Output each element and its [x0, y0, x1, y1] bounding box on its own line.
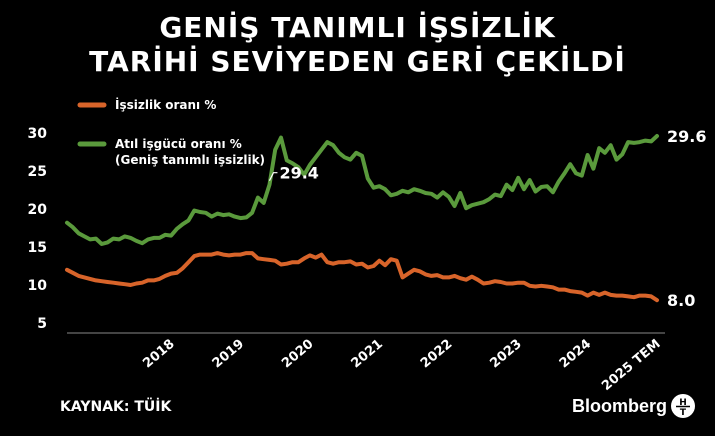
x-tick-label: 2019	[210, 337, 247, 372]
legend-label: Atıl işgücü oranı %	[115, 137, 242, 151]
peak-annotation-leader	[268, 172, 278, 181]
legend-label: İşsizlik oranı %	[115, 97, 216, 112]
y-tick-label: 20	[28, 202, 48, 218]
x-tick-label: 2023	[487, 337, 524, 372]
x-tick-label: 2021	[349, 337, 386, 372]
peak-annotation-label: 29.4	[279, 164, 318, 183]
x-tick-label: 2018	[140, 337, 177, 372]
unemployment-rate-line	[65, 251, 659, 303]
end-value-label: 29.6	[667, 127, 706, 146]
svg-text:T: T	[680, 408, 687, 418]
y-tick-label: 5	[37, 316, 47, 332]
bloomberg-ht-logo-icon: H T	[671, 394, 695, 418]
y-tick-label: 10	[28, 278, 48, 294]
end-value-label: 8.0	[667, 291, 695, 310]
chart-title-line-1: GENİŞ TANIMLI İŞSİZLİK	[159, 11, 556, 44]
x-tick-label: 2020	[279, 337, 316, 372]
brand-label: Bloomberg	[572, 396, 668, 416]
y-tick-label: 30	[28, 126, 48, 142]
svg-text:H: H	[679, 398, 687, 408]
x-tick-label: 2024	[557, 337, 594, 372]
legend-label: (Geniş tanımlı işsizlik)	[115, 153, 265, 167]
underutilization-rate-line	[65, 134, 659, 246]
y-tick-label: 15	[28, 240, 47, 256]
y-tick-label: 25	[28, 164, 47, 180]
source-label: KAYNAK: TÜİK	[60, 399, 172, 415]
x-tick-label: 2025 TEM	[599, 337, 663, 394]
chart-title-line-2: TARİHİ SEVİYEDEN GERİ ÇEKİLDİ	[89, 45, 626, 78]
x-tick-label: 2022	[418, 337, 455, 372]
